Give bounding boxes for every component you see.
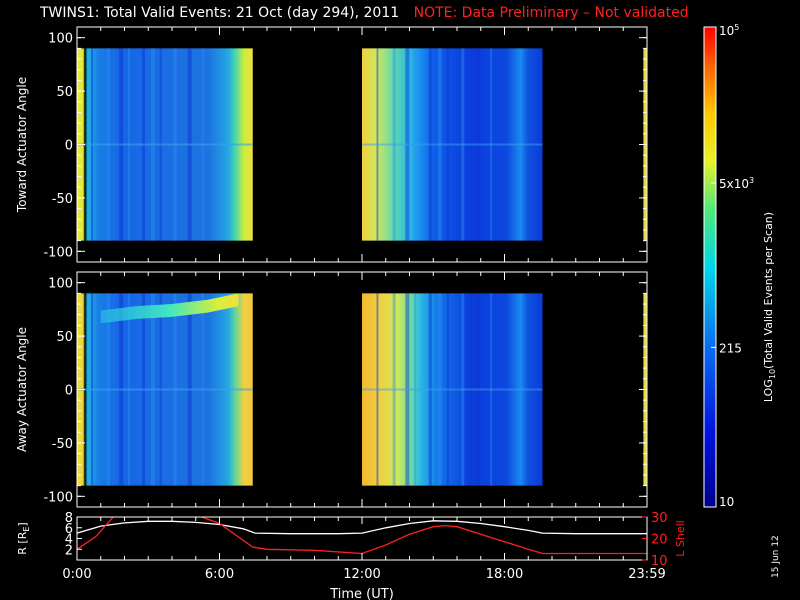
colorbar-tick-base: 10 <box>719 24 734 38</box>
orbit-ylabel-left-sub: E <box>22 527 31 532</box>
toward-ytick-label: -100 <box>43 245 73 260</box>
orbit-ylabel-left: R [RE] <box>16 522 31 554</box>
orbit-ylabel-right: L Shell <box>674 520 687 556</box>
orbit-ytick-right-label: 20 <box>651 533 668 548</box>
colorbar-tick-label: 215 <box>719 341 742 355</box>
orbit-xtick-label: 6:00 <box>205 567 234 582</box>
orbit-xtick-label: 0:00 <box>62 567 91 582</box>
orbit-ytick-left-label: 8 <box>65 511 73 526</box>
page-title: TWINS1: Total Valid Events: 21 Oct (day … <box>40 5 689 21</box>
lshell-series-line <box>77 517 647 555</box>
colorbar-tick-base: 215 <box>719 341 742 355</box>
colorbar-tick-label: 5x103 <box>719 176 754 191</box>
colorbar-label-rest: (Total Valid Events per Scan) <box>762 212 775 369</box>
toward-ytick-label: -50 <box>52 192 73 207</box>
colorbar-tick-label: 10 <box>719 495 734 509</box>
colorbar-tick-sup: 3 <box>749 176 754 185</box>
toward-ytick-label: 0 <box>65 139 73 154</box>
colorbar-tick-base: 5x10 <box>719 177 749 191</box>
colorbar-gradient <box>704 27 716 507</box>
colorbar-tick-sup: 5 <box>734 23 739 32</box>
away-high-angle-band <box>100 293 239 324</box>
orbit-xtick-label: 23:59 <box>628 567 665 582</box>
orbit-xtick-label: 18:00 <box>486 567 523 582</box>
colorbar-label-sub: 10 <box>768 369 777 379</box>
title-main: TWINS1: Total Valid Events: 21 Oct (day … <box>40 5 400 21</box>
orbit-xtick-label: 12:00 <box>343 567 380 582</box>
orbit-ytick-left-label: 4 <box>65 533 73 548</box>
orbit-ylabel-left-close: ] <box>16 522 29 526</box>
toward-ytick-label: 100 <box>48 32 73 47</box>
away-ytick-label: 50 <box>56 330 73 345</box>
away-ylabel: Away Actuator Angle <box>15 327 29 452</box>
heatmap-layers <box>77 48 647 486</box>
orbit-ytick-right-label: 30 <box>651 511 668 526</box>
colorbar-tick-label: 105 <box>719 23 739 38</box>
away-ytick-label: 0 <box>65 384 73 399</box>
title-note: NOTE: Data Preliminary – Not validated <box>413 5 689 21</box>
colorbar-label: LOG10(Total Valid Events per Scan) <box>762 212 777 402</box>
orbit-ytick-left-label: 6 <box>65 522 73 537</box>
away-ytick-label: -50 <box>52 437 73 452</box>
toward-ylabel: Toward Actuator Angle <box>15 77 29 213</box>
away-ytick-label: -100 <box>43 490 73 505</box>
date-stamp: 15 Jun 12 <box>771 535 781 578</box>
axes-layer: 100 50 0 -50 -100 Toward Actuator Angle 100 50 0… <box>15 26 648 508</box>
xaxis-label: Time (UT) <box>329 587 394 600</box>
orbit-ytick-left-label: 2 <box>65 543 73 558</box>
r-series-line <box>77 520 647 535</box>
orbit-ytick-right-label: 10 <box>651 554 668 569</box>
toward-ytick-label: 50 <box>56 85 73 100</box>
away-ytick-label: 100 <box>48 277 73 292</box>
colorbar-tick-base: 10 <box>719 495 734 509</box>
orbit-ylabel-left-main: R [R <box>16 531 29 554</box>
colorbar-label-log: LOG <box>762 379 775 402</box>
colorbar-frame <box>703 26 717 508</box>
